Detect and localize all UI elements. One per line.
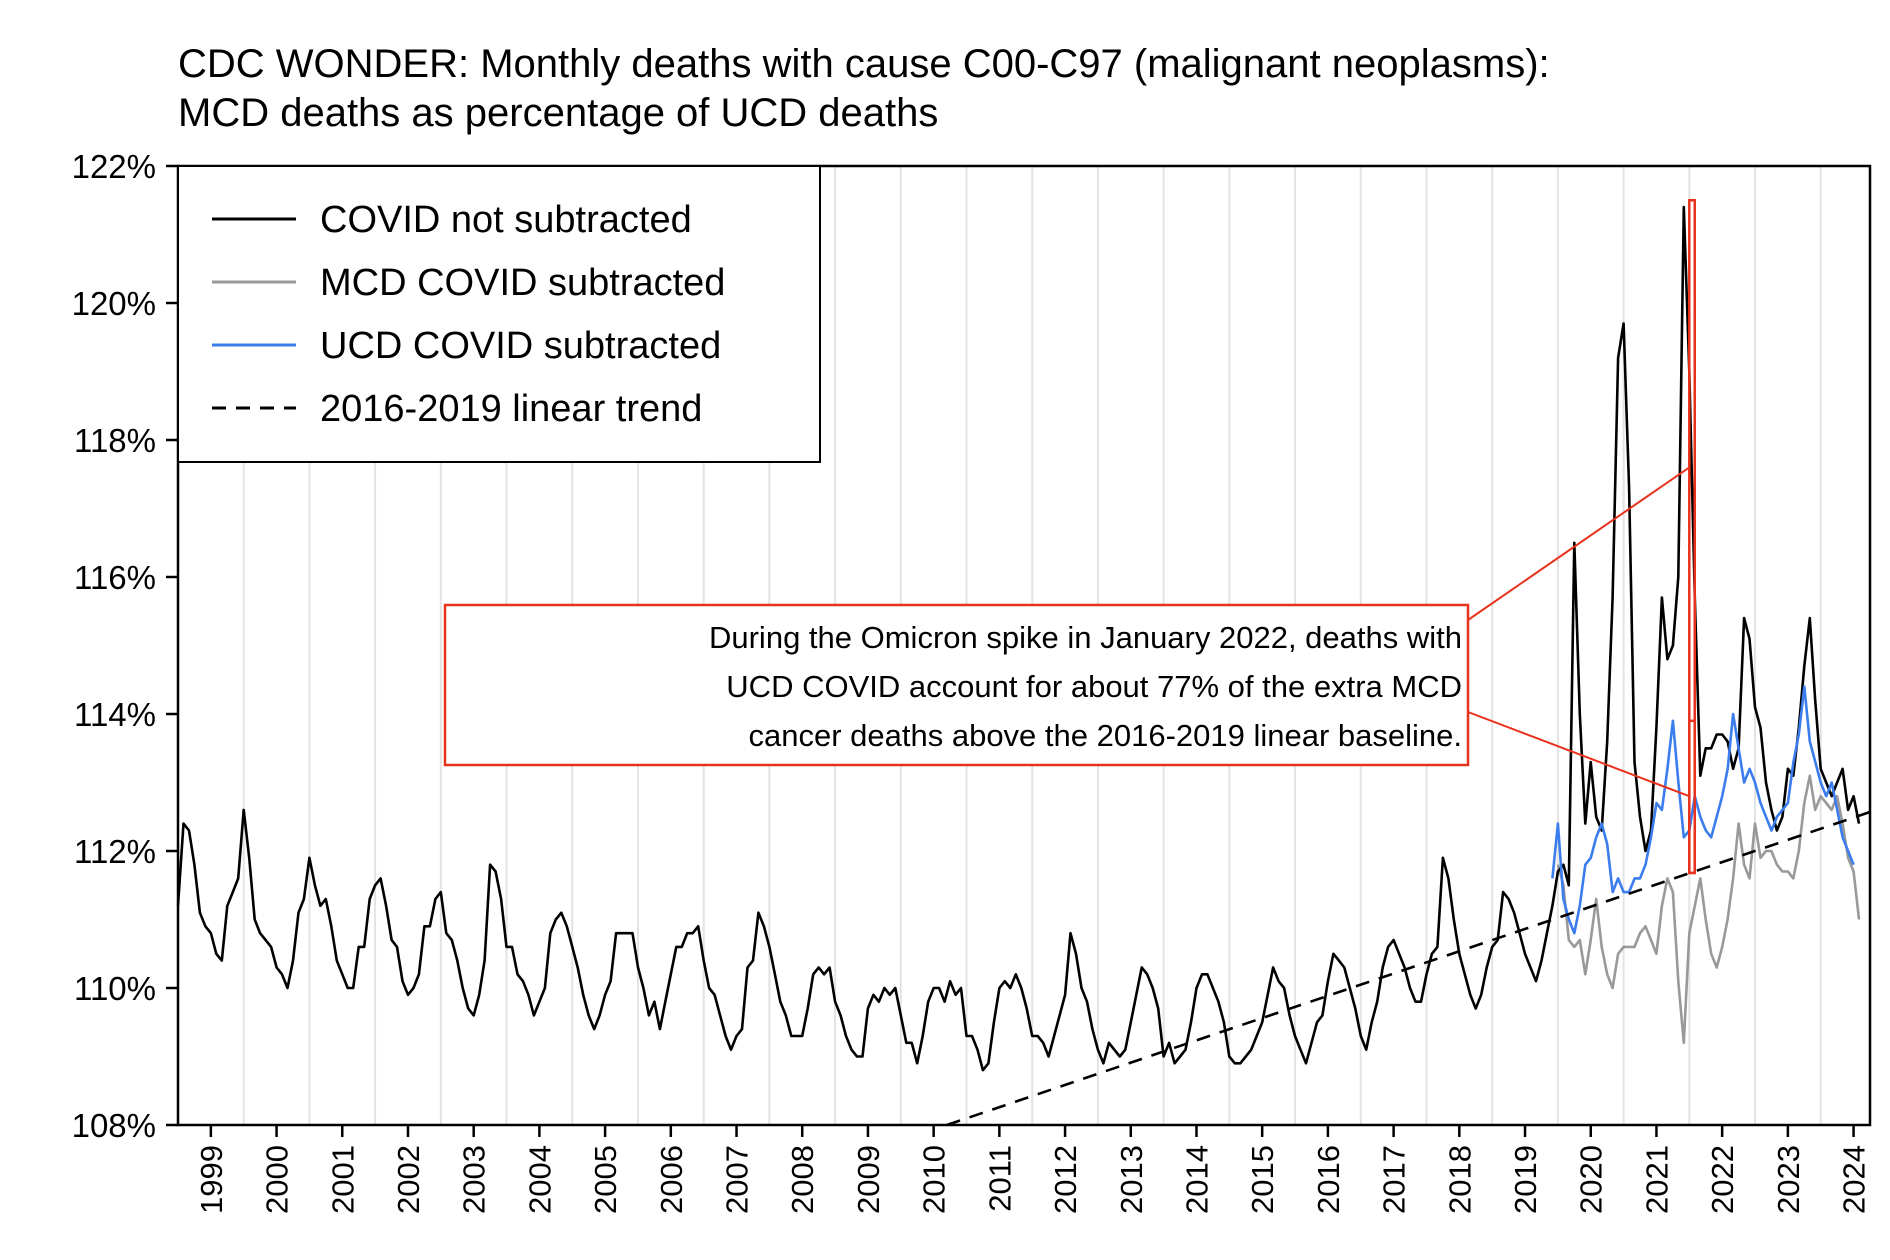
x-tick-label: 2010: [917, 1145, 952, 1214]
x-tick-label: 2015: [1245, 1145, 1280, 1214]
x-tick-label: 2018: [1442, 1145, 1477, 1214]
x-tick-label: 2001: [325, 1145, 360, 1214]
annotation-line-3: cancer deaths above the 2016-2019 linear…: [748, 718, 1462, 753]
x-tick-label: 2004: [522, 1145, 557, 1214]
x-tick-label: 2021: [1639, 1145, 1674, 1214]
series-ucd-covid-subtracted: [1551, 685, 1855, 935]
series-mcd-covid-subtracted: [1556, 774, 1861, 1045]
x-tick-label: 2020: [1574, 1145, 1609, 1214]
x-tick-label: 2019: [1508, 1145, 1543, 1214]
annotation-line-2: UCD COVID account for about 77% of the e…: [726, 669, 1462, 704]
x-axis-ticks: 1999 2000 2001 2002 2003 2004 2005 2006 2007 2008…: [194, 1125, 1872, 1214]
y-tick-label: 110%: [74, 970, 156, 1007]
legend-label-ucd-covid-subtracted: UCD COVID subtracted: [320, 325, 721, 367]
annotation: During the Omicron spike in January 2022…: [443, 199, 1697, 875]
x-tick-label: 2003: [457, 1145, 492, 1214]
x-tick-label: 2024: [1837, 1145, 1872, 1214]
y-axis-ticks: 108% 110% 112% 114% 116% 118% 120% 122%: [72, 148, 178, 1144]
chart-title-line-2: MCD deaths as percentage of UCD deaths: [178, 91, 938, 135]
legend-label-linear-trend: 2016-2019 linear trend: [320, 388, 702, 430]
x-tick-label: 2008: [785, 1145, 820, 1214]
series-linear-trend: [946, 810, 1871, 1127]
highlight-box-ucd-covid-subtracted: [1688, 719, 1697, 875]
y-tick-label: 112%: [74, 833, 156, 870]
x-tick-label: 2000: [260, 1145, 295, 1214]
x-tick-label: 2012: [1048, 1145, 1083, 1214]
x-tick-label: 2002: [391, 1145, 426, 1214]
annotation-connector-lower: [1467, 711, 1690, 798]
legend-label-covid-not-subtracted: COVID not subtracted: [320, 199, 692, 241]
legend-label-mcd-covid-subtracted: MCD COVID subtracted: [320, 262, 725, 304]
y-tick-label: 118%: [74, 422, 156, 459]
y-tick-label: 116%: [74, 559, 156, 596]
chart-title-line-1: CDC WONDER: Monthly deaths with cause C0…: [178, 42, 1550, 86]
x-tick-label: 1999: [194, 1145, 229, 1214]
plot-series: [176, 205, 1871, 1127]
x-tick-label: 2023: [1771, 1145, 1806, 1214]
x-tick-label: 2014: [1179, 1145, 1214, 1214]
x-tick-label: 2016: [1311, 1145, 1346, 1214]
x-tick-label: 2017: [1377, 1145, 1412, 1214]
y-tick-label: 122%: [72, 148, 156, 185]
annotation-line-1: During the Omicron spike in January 2022…: [709, 620, 1462, 655]
x-tick-label: 2007: [720, 1145, 755, 1214]
y-tick-label: 114%: [74, 696, 156, 733]
annotation-connector-upper: [1467, 466, 1690, 621]
x-tick-label: 2005: [588, 1145, 623, 1214]
x-tick-label: 2009: [851, 1145, 886, 1214]
x-tick-label: 2011: [982, 1145, 1017, 1212]
x-tick-label: 2022: [1705, 1145, 1740, 1214]
x-tick-label: 2013: [1114, 1145, 1149, 1214]
series-covid-not-subtracted: [176, 205, 1861, 1072]
plot-frame: [176, 164, 1872, 1127]
y-tick-label: 120%: [72, 285, 156, 322]
legend-box: [177, 165, 821, 463]
annotation-box: [443, 603, 1470, 767]
x-tick-label: 2006: [654, 1145, 689, 1214]
legend: COVID not subtracted MCD COVID subtracte…: [177, 165, 821, 463]
y-tick-label: 108%: [72, 1107, 156, 1144]
